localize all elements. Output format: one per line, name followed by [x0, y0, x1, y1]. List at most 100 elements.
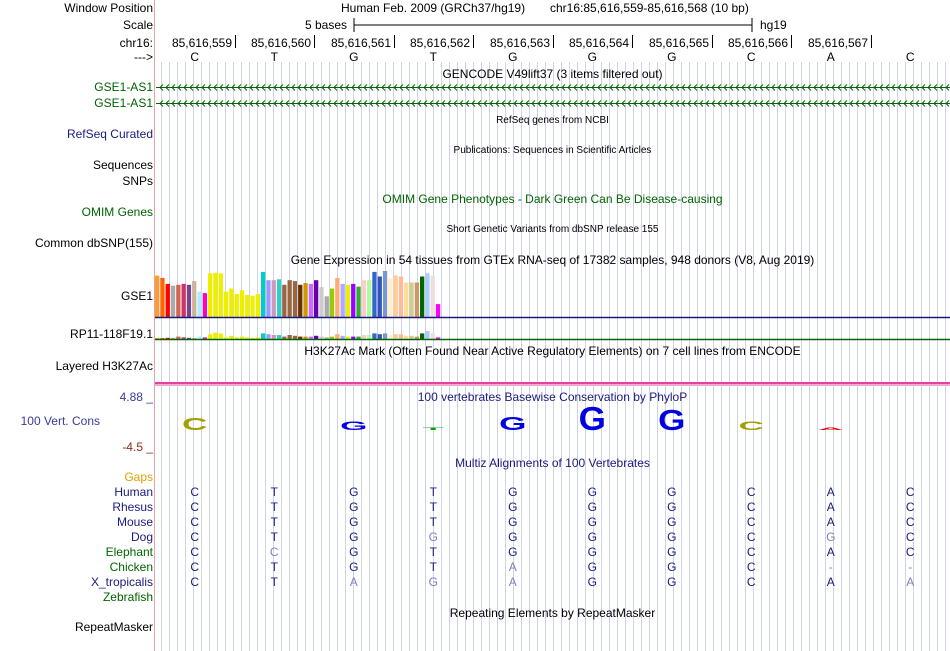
phylop-track-title[interactable]: 100 vertebrates Basewise Conservation by… — [417, 390, 688, 404]
region-text[interactable]: chr16:85,616,559-85,616,568 (10 bp) — [550, 1, 749, 15]
gtex-tissue-bar[interactable] — [223, 337, 229, 339]
gtex-tissue-bar[interactable] — [393, 275, 398, 317]
gtex-tissue-bar[interactable] — [377, 276, 382, 318]
gtex-tissue-bar[interactable] — [250, 337, 255, 339]
gtex-tissue-bar[interactable] — [335, 277, 340, 317]
gtex-gene1-barchart[interactable] — [155, 268, 950, 320]
gtex-tissue-bar[interactable] — [435, 337, 441, 339]
gtex-tissue-bar[interactable] — [165, 283, 170, 317]
gtex-tissue-bar[interactable] — [234, 337, 239, 339]
repeatmasker-label[interactable]: RepeatMasker — [74, 620, 153, 634]
gtex-tissue-bar[interactable] — [298, 284, 303, 317]
gtex-tissue-bar[interactable] — [420, 333, 425, 339]
gtex-tissue-bar[interactable] — [361, 335, 366, 339]
gtex-tissue-bar[interactable] — [319, 287, 324, 317]
gtex-tissue-bar[interactable] — [430, 275, 435, 317]
gtex-tissue-bar[interactable] — [329, 288, 335, 318]
gtex-tissue-bar[interactable] — [208, 273, 213, 317]
gtex-tissue-bar[interactable] — [271, 335, 276, 339]
gtex-tissue-bar[interactable] — [425, 331, 430, 339]
gtex-tissue-bar[interactable] — [223, 291, 229, 317]
gtex-tissue-bar[interactable] — [398, 334, 404, 339]
gencode-track-title[interactable]: GENCODE V49lift37 (3 items filtered out) — [442, 67, 663, 81]
gtex-tissue-bar[interactable] — [186, 284, 192, 317]
gtex-tissue-bar[interactable] — [377, 334, 382, 339]
gtex-tissue-bar[interactable] — [155, 338, 160, 339]
gtex-tissue-bar[interactable] — [255, 337, 260, 339]
gtex-tissue-bar[interactable] — [361, 280, 366, 317]
gtex-tissue-bar[interactable] — [303, 283, 308, 317]
species-label[interactable]: Rhesus — [112, 500, 153, 514]
dbsnp-label[interactable]: Common dbSNP(155) — [34, 236, 153, 250]
gtex-tissue-bar[interactable] — [382, 333, 388, 339]
gtex-tissue-bar[interactable] — [266, 280, 271, 317]
gtex-tissue-bar[interactable] — [372, 333, 377, 339]
gtex-tissue-bar[interactable] — [282, 284, 287, 317]
gtex-tissue-bar[interactable] — [229, 288, 234, 318]
gtex-tissue-bar[interactable] — [229, 335, 234, 339]
gtex-tissue-bar[interactable] — [324, 337, 329, 339]
sequences-label[interactable]: Sequences — [92, 158, 153, 172]
gencode-item-2-feature[interactable] — [156, 99, 950, 108]
gtex-tissue-bar[interactable] — [160, 277, 165, 317]
gtex-tissue-bar[interactable] — [351, 336, 356, 339]
gtex-tissue-bar[interactable] — [298, 336, 303, 339]
strand-label[interactable]: ---> — [134, 50, 153, 64]
gtex-tissue-bar[interactable] — [303, 336, 308, 339]
gtex-gene1-label[interactable]: GSE1 — [120, 289, 153, 303]
gtex-tissue-bar[interactable] — [239, 336, 245, 339]
gtex-tissue-bar[interactable] — [208, 334, 213, 339]
sequences-track-title[interactable]: Publications: Sequences in Scientific Ar… — [453, 145, 652, 156]
species-label[interactable]: X_tropicalis — [90, 575, 153, 589]
gtex-tissue-bar[interactable] — [425, 273, 430, 317]
gtex-tissue-bar[interactable] — [276, 279, 282, 317]
gtex-tissue-bar[interactable] — [287, 335, 292, 339]
gtex-tissue-bar[interactable] — [192, 281, 197, 317]
species-label[interactable]: Zebrafish — [102, 590, 153, 604]
gtex-tissue-bar[interactable] — [335, 334, 340, 339]
gtex-tissue-bar[interactable] — [340, 335, 345, 339]
gtex-tissue-bar[interactable] — [234, 294, 239, 317]
gtex-tissue-bar[interactable] — [319, 336, 324, 339]
gtex-tissue-bar[interactable] — [155, 275, 160, 317]
species-label[interactable]: Mouse — [116, 515, 153, 529]
gtex-tissue-bar[interactable] — [170, 285, 176, 317]
gtex-tissue-bar[interactable] — [351, 283, 356, 317]
gtex-tissue-bar[interactable] — [218, 273, 223, 317]
species-label[interactable]: Elephant — [105, 545, 153, 559]
gtex-tissue-bar[interactable] — [176, 284, 181, 317]
h3k27ac-signal-line-2[interactable] — [155, 384, 950, 386]
snps-label[interactable]: SNPs — [122, 174, 153, 188]
gtex-tissue-bar[interactable] — [435, 304, 441, 317]
gtex-tissue-bar[interactable] — [409, 282, 414, 318]
gtex-tissue-bar[interactable] — [213, 332, 218, 339]
refseq-track-title[interactable]: RefSeq genes from NCBI — [496, 115, 609, 126]
dbsnp-track-title[interactable]: Short Genetic Variants from dbSNP releas… — [446, 224, 659, 235]
gtex-tissue-bar[interactable] — [245, 294, 250, 317]
gtex-tissue-bar[interactable] — [213, 272, 218, 317]
gtex-tissue-bar[interactable] — [382, 271, 388, 317]
gtex-tissue-bar[interactable] — [398, 276, 404, 318]
gtex-tissue-bar[interactable] — [414, 336, 419, 339]
gtex-tissue-bar[interactable] — [276, 335, 282, 339]
gtex-tissue-bar[interactable] — [314, 280, 319, 317]
gtex-tissue-bar[interactable] — [287, 280, 292, 317]
gtex-tissue-bar[interactable] — [160, 338, 165, 339]
gtex-tissue-bar[interactable] — [202, 293, 207, 317]
species-label[interactable]: Human — [114, 485, 153, 499]
species-label[interactable]: Dog — [130, 530, 153, 544]
omim-label[interactable]: OMIM Genes — [81, 205, 153, 219]
gtex-tissue-bar[interactable] — [266, 334, 271, 339]
gtex-tissue-bar[interactable] — [250, 295, 255, 317]
gtex-tissue-bar[interactable] — [165, 337, 170, 339]
gtex-tissue-bar[interactable] — [329, 336, 335, 339]
gtex-tissue-bar[interactable] — [181, 283, 186, 317]
gtex-tissue-bar[interactable] — [308, 283, 313, 317]
gtex-tissue-bar[interactable] — [420, 276, 425, 318]
gtex-tissue-bar[interactable] — [239, 290, 245, 317]
gtex-tissue-bar[interactable] — [414, 282, 419, 318]
refseq-label[interactable]: RefSeq Curated — [66, 127, 153, 141]
gtex-tissue-bar[interactable] — [308, 336, 313, 339]
gtex-tissue-bar[interactable] — [181, 337, 186, 339]
